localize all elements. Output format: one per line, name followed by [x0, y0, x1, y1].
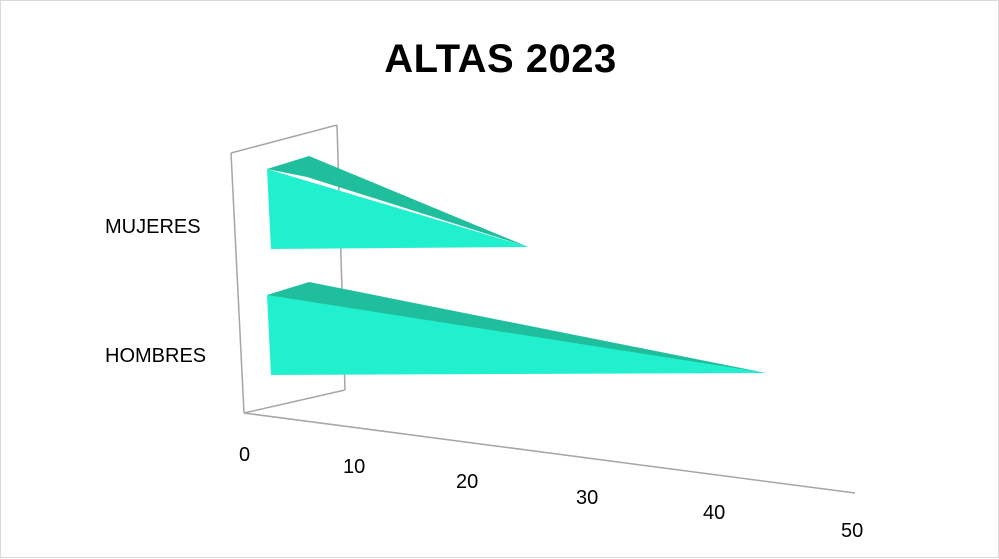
category-labels: MUJERES HOMBRES — [105, 216, 206, 367]
chart-title: ALTAS 2023 — [384, 37, 617, 81]
x-tick-label: 0 — [239, 444, 250, 466]
x-tick-label: 10 — [343, 456, 365, 478]
floor-front-edge — [243, 389, 346, 414]
bar-face-mujeres — [267, 169, 529, 249]
category-label-mujeres: MUJERES — [105, 216, 201, 238]
bar-face-hombres — [267, 295, 766, 375]
back-wall-top-edge — [230, 124, 338, 154]
bar-top-mujeres — [267, 156, 529, 247]
category-label-hombres: HOMBRES — [105, 345, 206, 367]
x-tick-label: 50 — [841, 520, 863, 542]
x-axis-line — [243, 412, 856, 494]
x-tick-label: 30 — [576, 487, 598, 509]
x-tick-label: 20 — [456, 471, 478, 493]
back-wall-left-edge — [230, 152, 245, 414]
x-tick-label: 40 — [703, 502, 725, 524]
x-axis-ticks: 0 10 20 30 40 50 — [239, 444, 863, 542]
bar-top-hombres — [267, 282, 766, 373]
bars-layer — [267, 156, 766, 375]
